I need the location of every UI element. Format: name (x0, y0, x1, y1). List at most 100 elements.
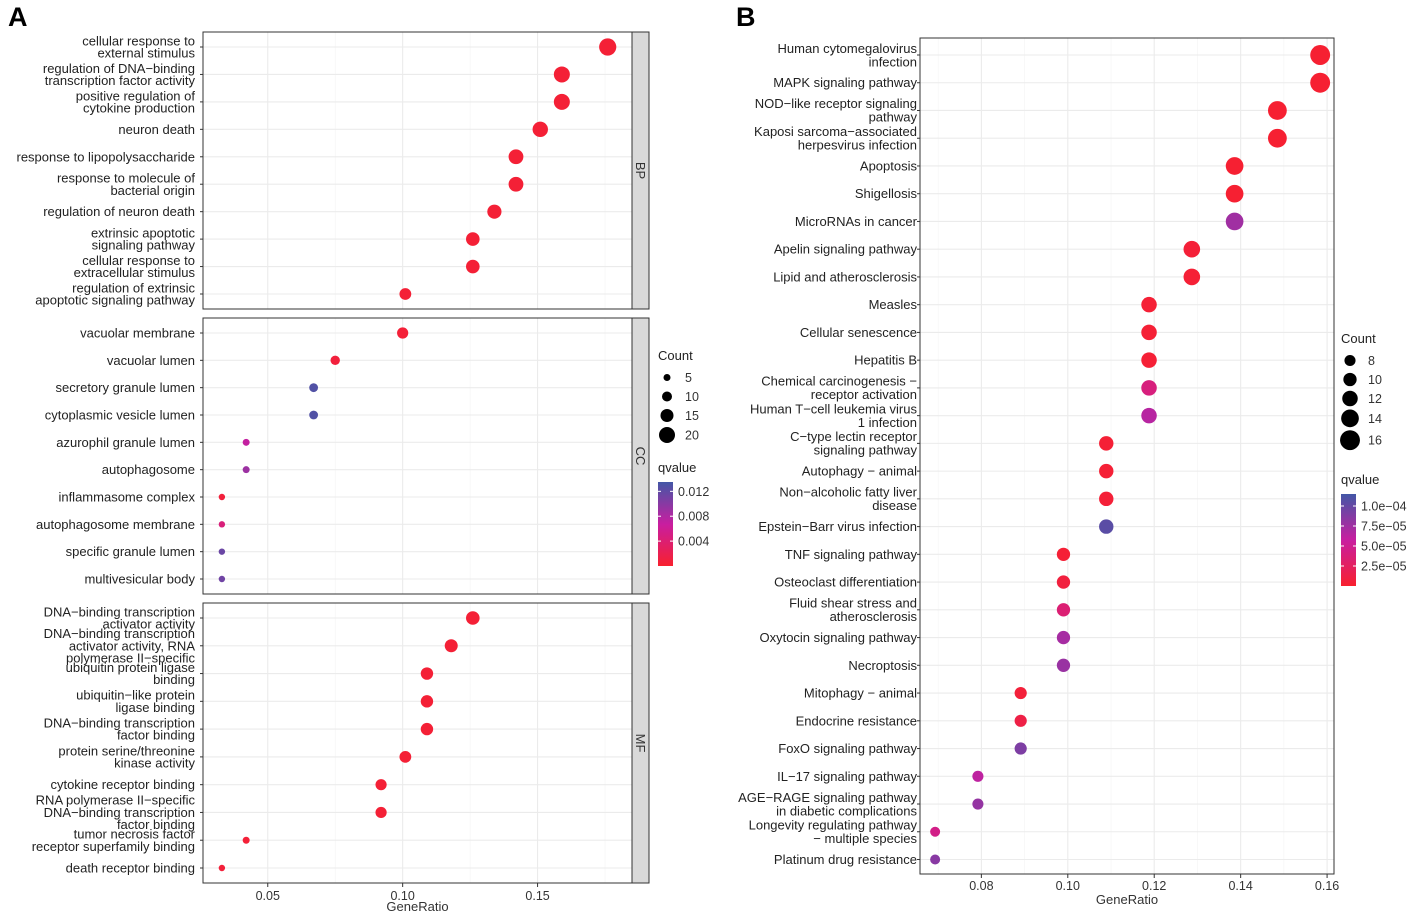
data-point (218, 864, 226, 872)
y-axis-label: ubiquitin protein ligase (66, 660, 195, 675)
data-point (930, 854, 941, 865)
data-point (1183, 268, 1201, 286)
y-axis-label: Longevity regulating pathway (749, 818, 918, 833)
y-axis-label: cytoplasmic vesicle lumen (45, 408, 195, 423)
data-point (375, 779, 387, 791)
data-point (1225, 157, 1244, 175)
data-point (487, 204, 502, 219)
data-point (1183, 240, 1201, 258)
y-axis-label: Endocrine resistance (796, 713, 917, 728)
y-axis-label: C−type lectin receptor (790, 429, 917, 444)
plot-area (920, 38, 1334, 874)
data-point (1141, 407, 1157, 424)
data-point (466, 232, 480, 246)
size-legend-label: 5 (685, 371, 692, 385)
y-axis-label: factor binding (117, 728, 195, 743)
y-axis-label: MicroRNAs in cancer (795, 214, 918, 229)
y-axis-label: Chemical carcinogenesis − (761, 374, 917, 389)
y-axis-label: regulation of neuron death (43, 204, 195, 219)
y-axis-label: − multiple species (813, 831, 917, 846)
y-axis-label: death receptor binding (66, 861, 195, 876)
data-point (330, 355, 340, 366)
facet-strip-label: BP (633, 162, 648, 179)
panel-a-letter: A (8, 2, 28, 32)
y-axis-label: TNF signaling pathway (785, 547, 918, 562)
y-axis-label: external stimulus (97, 46, 195, 61)
size-legend-key (1343, 372, 1357, 387)
y-axis-label: regulation of DNA−binding (43, 61, 195, 76)
y-axis-label: activator activity (103, 617, 196, 632)
data-point (1056, 630, 1071, 645)
facet-strip (631, 602, 650, 884)
y-axis-label: ligase binding (115, 700, 195, 715)
y-axis-label: polymerase II−specific (66, 650, 195, 665)
y-axis-label: Human T−cell leukemia virus (750, 401, 918, 416)
data-point (218, 493, 226, 501)
y-axis-label: Osteoclast differentiation (774, 575, 917, 590)
color-legend-label: 2.5e−05 (1361, 560, 1407, 574)
y-axis-label: 1 infection (858, 415, 917, 430)
y-axis-label: azurophil granule lumen (56, 435, 195, 450)
data-point (599, 38, 617, 56)
y-axis-label: kinase activity (114, 755, 195, 770)
size-legend-title: Count (658, 348, 693, 363)
x-axis-title: GeneRatio (386, 899, 448, 911)
data-point (972, 798, 984, 810)
y-axis-label: response to lipopolysaccharide (17, 149, 196, 164)
color-legend-label: 5.0e−05 (1361, 540, 1407, 554)
data-point (242, 438, 250, 446)
data-point (1310, 45, 1331, 65)
y-axis-label: receptor activation (811, 387, 917, 402)
y-axis-label: receptor superfamily binding (32, 839, 195, 854)
x-tick-label: 0.08 (969, 879, 993, 893)
y-axis-label: factor binding (117, 817, 195, 832)
data-point (218, 575, 226, 583)
size-legend-label: 15 (685, 409, 699, 423)
y-axis-label: binding (153, 672, 195, 687)
x-tick-label: 0.10 (1056, 879, 1080, 893)
size-legend-key (662, 391, 672, 402)
data-point (1099, 519, 1114, 534)
data-point (1099, 463, 1114, 479)
y-axis-label: Platinum drug resistance (774, 852, 917, 867)
y-axis-label: vacuolar lumen (107, 353, 195, 368)
data-point (1056, 603, 1071, 617)
y-axis-label: secretory granule lumen (56, 380, 195, 395)
y-axis-label: DNA−binding transcription (44, 626, 195, 641)
facet-cc: vacuolar membrane vacuolar lumen secretory… (36, 317, 650, 595)
size-legend-key (1344, 354, 1356, 367)
data-point (508, 149, 524, 165)
color-legend-title: qvalue (658, 460, 696, 475)
y-axis-label: Hepatitis B (854, 353, 917, 368)
y-axis-label: Necroptosis (848, 658, 917, 673)
size-legend-label: 16 (1368, 434, 1382, 448)
x-tick-label: 0.10 (390, 889, 414, 903)
y-axis-label: cytokine production (83, 100, 195, 115)
y-axis-label: Oxytocin signaling pathway (759, 630, 917, 645)
y-axis-label: protein serine/threonine (58, 743, 195, 758)
x-axis-title: GeneRatio (1096, 892, 1158, 907)
y-axis-label: signaling pathway (814, 443, 918, 458)
data-point (1141, 380, 1157, 396)
y-axis-label: DNA−binding transcription (44, 716, 195, 731)
y-axis-label: AGE−RAGE signaling pathway (738, 790, 917, 805)
y-axis-label: signaling pathway (92, 238, 196, 253)
data-point (309, 383, 319, 393)
y-axis-label: Apelin signaling pathway (774, 242, 918, 257)
data-point (1014, 742, 1027, 755)
y-axis-label: infection (869, 54, 917, 69)
facet-strip-label: CC (633, 447, 648, 466)
y-axis-label: response to molecule of (57, 171, 195, 186)
size-legend-title: Count (1341, 331, 1376, 346)
data-point (242, 836, 250, 844)
y-axis-label: Apoptosis (860, 158, 918, 173)
color-legend-label: 1.0e−04 (1361, 500, 1407, 514)
y-axis-label: autophagosome (102, 462, 195, 477)
y-axis-label: herpesvirus infection (798, 137, 917, 152)
data-point (1099, 491, 1114, 507)
y-axis-label: DNA−binding transcription (44, 604, 195, 619)
y-axis-label: regulation of extrinsic (72, 280, 195, 295)
